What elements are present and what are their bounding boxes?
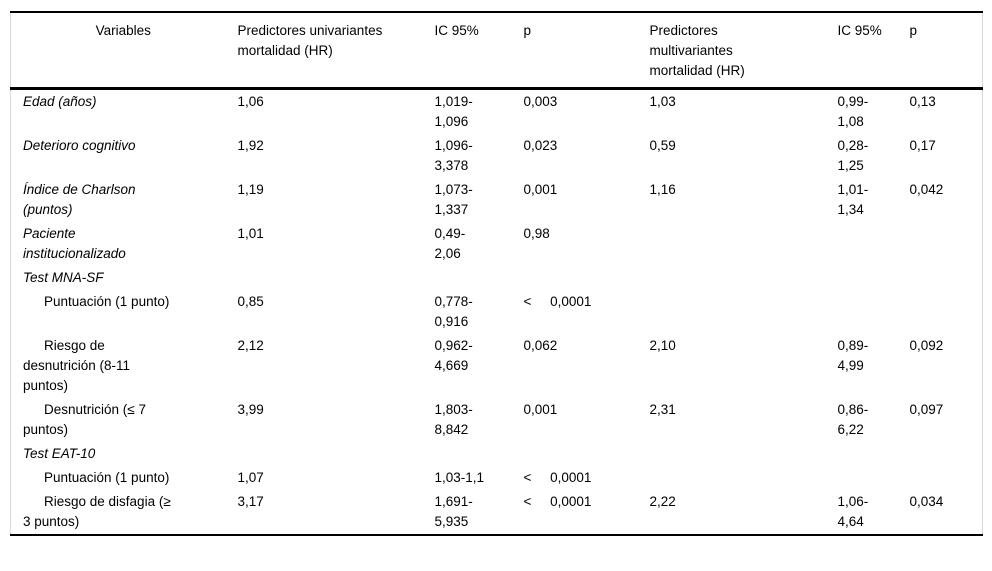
ic-univariate-cell: 0,778-0,916 [434, 294, 473, 329]
p-multivariate-cell: 0,097 [909, 402, 944, 417]
p-univariate-cell: 0,001 [523, 182, 558, 197]
table-row: Índice de Charlson (puntos) 1,19 1,073-1… [11, 178, 983, 222]
hr-univariate-cell: 3,99 [237, 402, 264, 417]
p-univariate-cell: < 0,0001 [523, 294, 592, 309]
ic-multivariate-cell [834, 290, 906, 334]
table-row: Edad (años) 1,06 1,019-1,096 0,003 1,03 … [11, 89, 983, 135]
variable-cell: Índice de Charlson (puntos) [23, 182, 140, 217]
table-row-section: Test MNA-SF [11, 266, 983, 290]
p-univariate-cell [519, 266, 646, 290]
variable-cell: Deterioro cognitivo [23, 138, 136, 153]
variable-cell: Riesgo de desnutrición (8-11 puntos) [23, 338, 134, 393]
col-header-hr-univariate: Predictores univariantes mortalidad (HR) [235, 12, 431, 90]
hr-univariate-cell [236, 266, 431, 290]
header-row: Variables Predictores univariantes morta… [10, 12, 983, 90]
p-univariate-cell: 0,001 [523, 402, 558, 417]
ic-multivariate-cell: 1,01-1,34 [837, 182, 869, 217]
variable-cell: Puntuación (1 punto) [44, 470, 170, 485]
col-header-variables: Variables [10, 12, 236, 90]
p-multivariate-cell: 0,034 [909, 494, 944, 509]
col-header-p-univariate: p [518, 12, 646, 90]
table-row: Puntuación (1 punto) 1,07 1,03-1,1 < 0,0… [11, 466, 983, 490]
ic-univariate-cell: 1,073-1,337 [434, 182, 473, 217]
p-multivariate-cell [906, 442, 983, 466]
variable-cell: Riesgo de disfagia (≥ 3 puntos) [23, 494, 175, 529]
ic-univariate-cell: 1,019-1,096 [434, 94, 473, 129]
col-header-ic-multivariate: IC 95% [833, 12, 906, 90]
col-header-ic-univariate: IC 95% [430, 12, 519, 90]
hr-multivariate-cell: 1,16 [649, 182, 676, 197]
table-row: Desnutrición (≤ 7 puntos) 3,99 1,803-8,8… [11, 398, 983, 442]
hr-univariate-cell: 1,92 [237, 138, 264, 153]
hr-univariate-cell: 0,85 [237, 294, 264, 309]
hr-multivariate-cell [646, 290, 834, 334]
ic-univariate-cell: 1,096-3,378 [434, 138, 473, 173]
hr-multivariate-cell: 2,10 [649, 338, 676, 353]
hr-univariate-cell: 1,07 [237, 470, 264, 485]
p-multivariate-cell [906, 290, 983, 334]
variable-section-cell: Test MNA-SF [23, 270, 104, 285]
hr-multivariate-cell: 1,03 [649, 94, 676, 109]
p-univariate-cell [519, 442, 646, 466]
ic-univariate-cell: 0,49-2,06 [434, 226, 466, 261]
ic-univariate-cell: 1,803-8,842 [434, 402, 473, 437]
results-table: Variables Predictores univariantes morta… [10, 11, 983, 536]
hr-multivariate-cell: 2,31 [649, 402, 676, 417]
col-header-p-multivariate: p [905, 12, 983, 90]
variable-cell: Desnutrición (≤ 7 puntos) [23, 402, 150, 437]
hr-multivariate-cell [646, 466, 834, 490]
hr-univariate-cell: 2,12 [237, 338, 264, 353]
ic-multivariate-cell [834, 222, 906, 266]
p-univariate-cell: 0,062 [523, 338, 558, 353]
hr-univariate-cell: 1,19 [237, 182, 264, 197]
ic-multivariate-cell [834, 266, 906, 290]
ic-multivariate-cell: 1,06-4,64 [837, 494, 869, 529]
ic-univariate-cell [431, 442, 519, 466]
hr-multivariate-cell: 0,59 [649, 138, 676, 153]
ic-multivariate-cell [834, 466, 906, 490]
table-row-section: Test EAT-10 [11, 442, 983, 466]
hr-multivariate-cell [646, 222, 834, 266]
p-univariate-cell: 0,003 [523, 94, 558, 109]
ic-multivariate-cell: 0,86-6,22 [837, 402, 869, 437]
hr-multivariate-cell [646, 442, 834, 466]
p-multivariate-cell: 0,042 [909, 182, 944, 197]
p-univariate-cell: 0,98 [523, 226, 550, 241]
p-multivariate-cell: 0,13 [909, 94, 936, 109]
ic-univariate-cell: 1,03-1,1 [434, 470, 485, 485]
p-multivariate-cell [906, 266, 983, 290]
ic-univariate-cell: 0,962-4,669 [434, 338, 473, 373]
table-row: Riesgo de desnutrición (8-11 puntos) 2,1… [11, 334, 983, 398]
hr-univariate-cell: 1,06 [237, 94, 264, 109]
p-multivariate-cell: 0,17 [909, 138, 936, 153]
table-row: Puntuación (1 punto) 0,85 0,778-0,916 < … [11, 290, 983, 334]
col-header-hr-multivariate: Predictores multivariantes mortalidad (H… [645, 12, 834, 90]
ic-univariate-cell: 1,691-5,935 [434, 494, 473, 529]
hr-univariate-cell: 3,17 [237, 494, 264, 509]
ic-multivariate-cell: 0,28-1,25 [837, 138, 869, 173]
col-header-hr-multivariate-label: Predictores multivariantes mortalidad (H… [649, 23, 745, 78]
p-univariate-cell: < 0,0001 [523, 470, 592, 485]
variable-cell: Puntuación (1 punto) [44, 294, 170, 309]
ic-univariate-cell [431, 266, 519, 290]
ic-multivariate-cell: 0,89-4,99 [837, 338, 869, 373]
p-multivariate-cell [906, 222, 983, 266]
hr-univariate-cell: 1,01 [237, 226, 264, 241]
p-multivariate-cell: 0,092 [909, 338, 944, 353]
ic-multivariate-cell [834, 442, 906, 466]
variable-section-cell: Test EAT-10 [23, 446, 96, 461]
ic-multivariate-cell: 0,99-1,08 [837, 94, 869, 129]
hr-univariate-cell [236, 442, 431, 466]
variable-cell: Paciente institucionalizado [23, 226, 126, 261]
variable-cell: Edad (años) [23, 94, 97, 109]
table-row: Paciente institucionalizado 1,01 0,49-2,… [11, 222, 983, 266]
p-multivariate-cell [906, 466, 983, 490]
hr-multivariate-cell [646, 266, 834, 290]
p-univariate-cell: < 0,0001 [523, 494, 592, 509]
p-univariate-cell: 0,023 [523, 138, 558, 153]
table-row: Deterioro cognitivo 1,92 1,096-3,378 0,0… [11, 134, 983, 178]
table-row: Riesgo de disfagia (≥ 3 puntos) 3,17 1,6… [11, 490, 983, 535]
hr-multivariate-cell: 2,22 [649, 494, 676, 509]
